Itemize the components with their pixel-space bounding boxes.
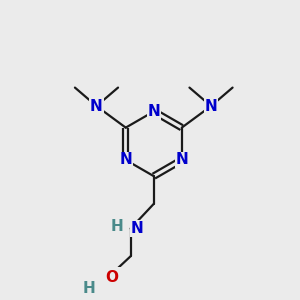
Text: N: N xyxy=(119,152,132,167)
Text: N: N xyxy=(130,221,143,236)
Text: N: N xyxy=(90,99,103,114)
Text: N: N xyxy=(205,99,218,114)
Text: H: H xyxy=(110,220,123,235)
Text: N: N xyxy=(176,152,188,167)
Text: N: N xyxy=(147,104,160,119)
Text: H: H xyxy=(83,281,95,296)
Text: O: O xyxy=(105,270,118,285)
